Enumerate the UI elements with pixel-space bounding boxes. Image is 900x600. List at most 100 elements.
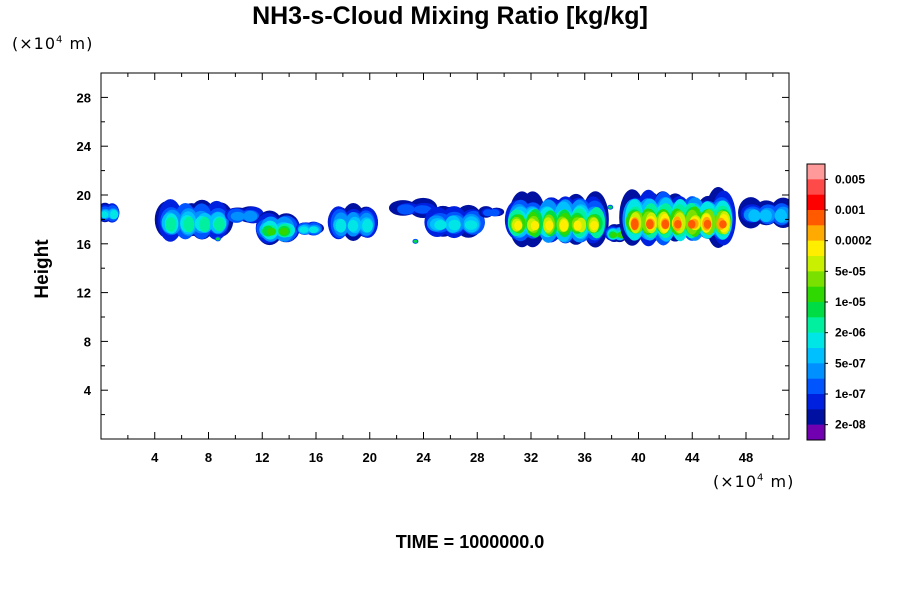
colorbar-swatch bbox=[807, 164, 825, 180]
x-tick-label: 32 bbox=[524, 450, 538, 465]
y-tick-label: 24 bbox=[77, 139, 92, 154]
cloud-contour bbox=[703, 219, 712, 229]
cloud-contour bbox=[530, 220, 540, 231]
cloud-contour bbox=[101, 211, 109, 218]
cloud-contour bbox=[748, 209, 761, 222]
colorbar-swatch bbox=[807, 256, 825, 272]
x-tick-label: 20 bbox=[363, 450, 377, 465]
colorbar-label: 0.005 bbox=[835, 172, 865, 186]
y-axis-unit: (×104 m) bbox=[12, 34, 93, 53]
cloud-contour bbox=[309, 226, 319, 234]
cloud-contour bbox=[266, 227, 277, 236]
x-axis-unit: (×104 m) bbox=[713, 472, 794, 491]
colorbar-swatch bbox=[807, 240, 825, 257]
cloud-contour bbox=[397, 204, 415, 215]
colorbar-swatch bbox=[807, 179, 825, 195]
cloud-contour bbox=[514, 220, 523, 231]
cloud-contour bbox=[559, 219, 569, 232]
x-tick-label: 12 bbox=[255, 450, 269, 465]
cloud-contour bbox=[230, 211, 245, 221]
x-tick-label: 36 bbox=[578, 450, 592, 465]
y-tick-label: 20 bbox=[77, 188, 91, 203]
cloud-contour bbox=[661, 219, 670, 229]
cloud-contour bbox=[590, 220, 599, 231]
cloud-cell bbox=[154, 199, 234, 242]
y-tick-label: 16 bbox=[77, 237, 91, 252]
cloud-cell bbox=[101, 202, 120, 223]
cloud-cell bbox=[478, 206, 505, 218]
colorbar-label: 0.0002 bbox=[835, 234, 872, 248]
cloud-speck bbox=[607, 204, 614, 210]
colorbar-swatch bbox=[807, 302, 825, 318]
cloud-contour bbox=[448, 219, 461, 231]
y-unit-exponent: 4 bbox=[56, 34, 64, 46]
x-tick-label: 4 bbox=[151, 450, 159, 465]
cloud-contour bbox=[199, 216, 211, 233]
y-unit-prefix: (×10 bbox=[12, 34, 57, 53]
plot-frame bbox=[100, 72, 790, 440]
colorbar-swatch bbox=[807, 424, 825, 441]
cloud-contour bbox=[573, 220, 582, 231]
cloud-contour bbox=[464, 220, 478, 230]
x-tick-label: 28 bbox=[470, 450, 484, 465]
x-tick-label: 8 bbox=[205, 450, 212, 465]
cloud-cell bbox=[327, 203, 378, 241]
cloud-contour bbox=[335, 218, 347, 233]
cloud-contour bbox=[434, 220, 447, 230]
colorbar-label: 1e-05 bbox=[835, 295, 866, 309]
colorbar-swatch bbox=[807, 332, 825, 349]
cloud-contour bbox=[687, 219, 696, 229]
cloud-contour bbox=[279, 227, 289, 236]
cloud-contour bbox=[347, 219, 359, 232]
cloud-cell bbox=[296, 221, 324, 236]
colorbar-label: 0.001 bbox=[835, 203, 865, 217]
cloud-contour bbox=[646, 219, 654, 230]
cloud-contour bbox=[674, 220, 682, 229]
y-tick-label: 12 bbox=[77, 286, 91, 301]
colorbar-swatch bbox=[807, 210, 825, 226]
y-tick-label: 28 bbox=[77, 90, 91, 105]
colorbar-label: 2e-06 bbox=[835, 326, 866, 340]
cloud-cell bbox=[255, 210, 300, 246]
chart-title: NH3-s-Cloud Mixing Ratio [kg/kg] bbox=[252, 2, 648, 30]
x-tick-label: 48 bbox=[739, 450, 753, 465]
colorbar-label: 5e-05 bbox=[835, 264, 866, 278]
colorbar-swatch bbox=[807, 286, 825, 303]
cloud-speck bbox=[412, 238, 419, 244]
colorbar-swatch bbox=[807, 363, 825, 379]
cloud-contour bbox=[213, 217, 225, 232]
colorbar-swatch bbox=[807, 348, 825, 364]
colorbar-label: 2e-08 bbox=[835, 418, 866, 432]
x-tick-label: 40 bbox=[631, 450, 645, 465]
cloud-contour bbox=[545, 220, 554, 231]
time-label: TIME = 1000000.0 bbox=[395, 532, 545, 552]
colorbar-swatch bbox=[807, 317, 825, 333]
x-tick-label: 44 bbox=[685, 450, 700, 465]
x-unit-suffix: m) bbox=[764, 472, 795, 491]
cloud-contour bbox=[165, 217, 177, 232]
y-tick-label: 8 bbox=[84, 334, 91, 349]
colorbar-label: 5e-07 bbox=[835, 356, 866, 370]
cloud-contour bbox=[243, 210, 258, 222]
x-tick-label: 24 bbox=[416, 450, 431, 465]
cloud-contour bbox=[183, 216, 195, 233]
cloud-contour bbox=[759, 209, 772, 223]
cloud-cell bbox=[738, 197, 789, 229]
colorbar-swatch bbox=[807, 194, 825, 211]
x-unit-prefix: (×10 bbox=[713, 472, 758, 491]
colorbar-swatch bbox=[807, 409, 825, 425]
cloud-contour bbox=[413, 205, 432, 214]
x-tick-label: 16 bbox=[309, 450, 323, 465]
colorbar-label: 1e-07 bbox=[835, 387, 866, 401]
cloud-contour bbox=[489, 209, 500, 217]
colorbar-swatch bbox=[807, 271, 825, 287]
cloud-contour bbox=[630, 218, 639, 231]
colorbar-swatch bbox=[807, 394, 825, 410]
cloud-contour bbox=[110, 210, 119, 220]
cloud-contour bbox=[362, 219, 373, 233]
y-tick-label: 4 bbox=[84, 383, 92, 398]
colorbar-swatch bbox=[807, 225, 825, 241]
cloud-contour bbox=[774, 209, 788, 223]
colorbar-swatch bbox=[807, 378, 825, 395]
